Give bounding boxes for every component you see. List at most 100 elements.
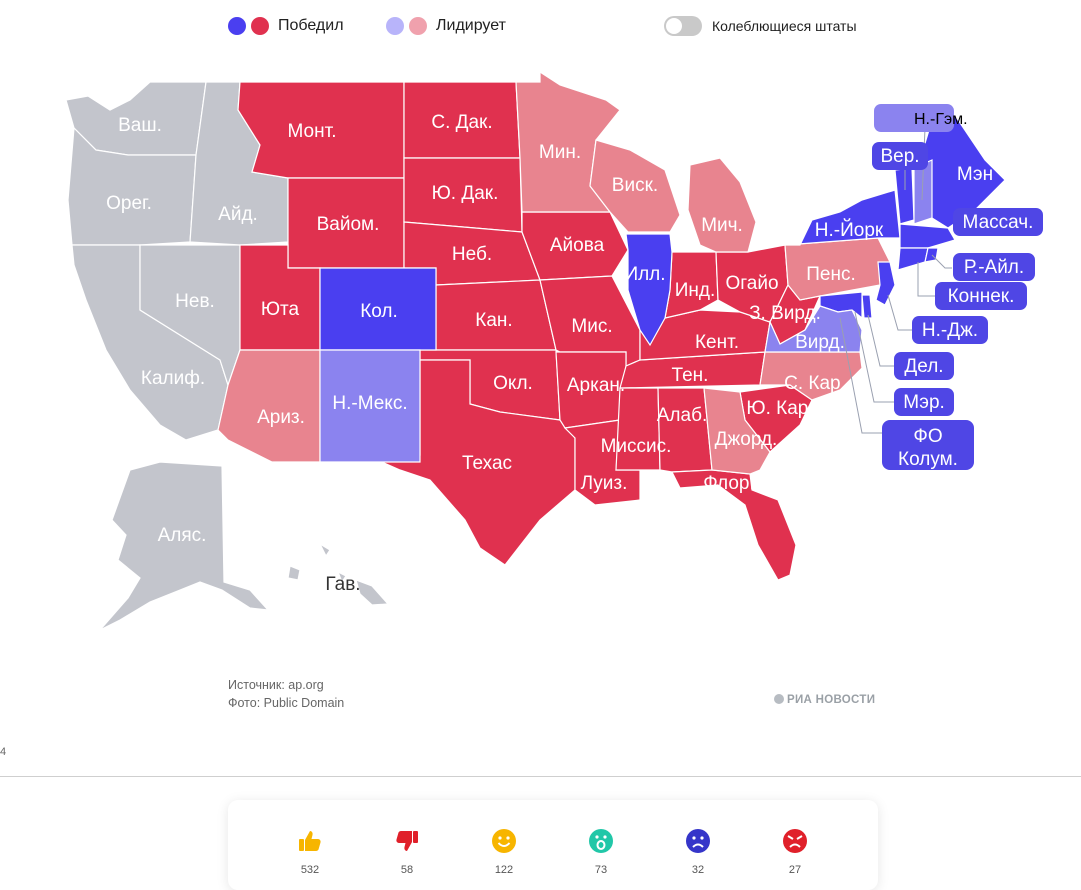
callout-dc-text-2: Колум.	[898, 449, 958, 470]
label-la: Луиз.	[581, 473, 628, 494]
label-ms: Миссис.	[601, 436, 672, 457]
map-legend: Победил Лидирует Колеблющиеся штаты	[0, 0, 1081, 52]
label-pa: Пенс.	[806, 264, 856, 285]
ria-logo[interactable]: РИА НОВОСТИ	[774, 694, 875, 706]
label-wv: З. Вирд.	[749, 303, 821, 324]
state-nm[interactable]	[319, 349, 421, 463]
reaction-sad[interactable]: 32	[673, 828, 723, 876]
label-ne: Неб.	[452, 244, 492, 265]
state-ms[interactable]	[615, 387, 661, 471]
callout-dc[interactable]: ФО Колум.	[882, 420, 974, 470]
callout-nh-text: Н.-Гэм.	[914, 111, 968, 128]
thumbs-down-icon	[396, 831, 418, 851]
reaction-like[interactable]: 532	[285, 828, 335, 876]
callout-md[interactable]: Мэр.	[894, 388, 954, 416]
rep-leading-dot	[409, 17, 427, 35]
label-ga: Джорд.	[715, 429, 778, 450]
callout-ct[interactable]: Коннек.	[935, 282, 1027, 310]
label-mi: Мич.	[701, 215, 743, 236]
label-wy: Вайом.	[317, 214, 380, 235]
state-ny[interactable]	[784, 189, 901, 246]
legend-leading-label: Лидирует	[436, 17, 506, 34]
legend-won-label: Победил	[278, 17, 344, 34]
callout-ma[interactable]: Массач.	[953, 208, 1043, 236]
label-nd: С. Дак.	[431, 112, 492, 133]
label-nv: Нев.	[175, 291, 215, 312]
swing-states-toggle[interactable]	[664, 16, 702, 36]
callout-ri-text: Р.-Айл.	[964, 257, 1024, 278]
leader-ri	[931, 254, 952, 269]
state-hi[interactable]	[287, 542, 390, 606]
thumbs-up-icon	[299, 831, 321, 851]
label-mo: Мис.	[571, 316, 612, 337]
label-or: Орег.	[106, 193, 152, 214]
label-ar: Аркан.	[567, 375, 625, 396]
state-ga[interactable]	[703, 387, 771, 475]
surprised-icon	[589, 829, 613, 853]
callout-nj[interactable]: Н.-Дж.	[912, 316, 988, 344]
label-mt: Монт.	[288, 121, 337, 142]
left-edge-fragment: 4	[0, 746, 7, 758]
state-ma[interactable]	[899, 223, 956, 249]
swing-states-label: Колеблющиеся штаты	[712, 18, 857, 34]
reaction-dislike[interactable]: 58	[382, 828, 432, 876]
label-ia: Айова	[550, 235, 605, 256]
label-ak: Аляс.	[158, 525, 207, 546]
state-wi[interactable]	[589, 139, 681, 233]
reactions-bar: 532 58 122 73 32	[228, 800, 878, 890]
callout-ri[interactable]: Р.-Айл.	[953, 253, 1035, 281]
reaction-angry[interactable]: 27	[770, 828, 820, 876]
state-de[interactable]	[861, 294, 873, 319]
label-wi: Виск.	[612, 175, 658, 196]
label-il: Илл.	[624, 264, 665, 285]
label-hi: Гав.	[325, 574, 360, 595]
reaction-smile[interactable]: 122	[479, 828, 529, 876]
callout-vt-text: Вер.	[880, 146, 919, 167]
label-co: Кол.	[360, 301, 398, 322]
state-ak[interactable]	[99, 461, 270, 631]
label-ks: Кан.	[475, 310, 512, 331]
label-tx: Техас	[462, 453, 512, 474]
callout-dc-text-1: ФО	[913, 426, 942, 447]
callout-nh[interactable]: Н.-Гэм.	[874, 104, 968, 132]
label-ca: Калиф.	[141, 368, 205, 389]
state-co[interactable]	[319, 267, 437, 351]
state-pa[interactable]	[784, 237, 891, 301]
callout-vt[interactable]: Вер.	[872, 142, 928, 170]
label-ok: Окл.	[493, 373, 533, 394]
reaction-surprised-count: 73	[594, 864, 608, 876]
state-al[interactable]	[657, 387, 713, 473]
label-sc: Ю. Кар.	[746, 398, 813, 419]
label-id: Айд.	[218, 204, 258, 225]
sad-icon	[686, 829, 710, 853]
label-fl: Флор.	[703, 473, 755, 494]
label-tn: Тен.	[672, 365, 709, 386]
state-nj[interactable]	[875, 261, 896, 306]
reaction-angry-count: 27	[788, 864, 802, 876]
state-mn[interactable]	[515, 70, 621, 213]
callout-ma-text: Массач.	[963, 212, 1034, 233]
rep-won-dot	[251, 17, 269, 35]
label-sd: Ю. Дак.	[432, 183, 499, 204]
reaction-surprised[interactable]: 73	[576, 828, 626, 876]
dem-won-dot	[228, 17, 246, 35]
callout-de[interactable]: Дел.	[894, 352, 954, 380]
ria-logo-icon	[774, 694, 784, 704]
smile-icon	[492, 829, 516, 853]
label-mn: Мин.	[539, 142, 581, 163]
label-ut: Юта	[261, 299, 300, 320]
state-ri[interactable]	[924, 247, 939, 263]
state-ct[interactable]	[897, 247, 929, 271]
label-me: Мэн	[957, 164, 993, 185]
callout-ct-text: Коннек.	[948, 286, 1015, 307]
label-ny: Н.-Йорк	[815, 219, 884, 241]
leader-dc	[839, 317, 882, 434]
state-mi[interactable]	[687, 157, 757, 253]
leader-md	[854, 311, 894, 403]
state-il[interactable]	[625, 233, 673, 347]
label-in: Инд.	[675, 280, 716, 301]
label-nm: Н.-Мекс.	[332, 393, 407, 414]
reaction-smile-count: 122	[494, 864, 514, 876]
label-va: Вирд.	[795, 332, 845, 353]
us-election-map: Ваш. Орег. Калиф. Нев. Айд. Монт. Вайом.…	[65, 70, 1043, 631]
